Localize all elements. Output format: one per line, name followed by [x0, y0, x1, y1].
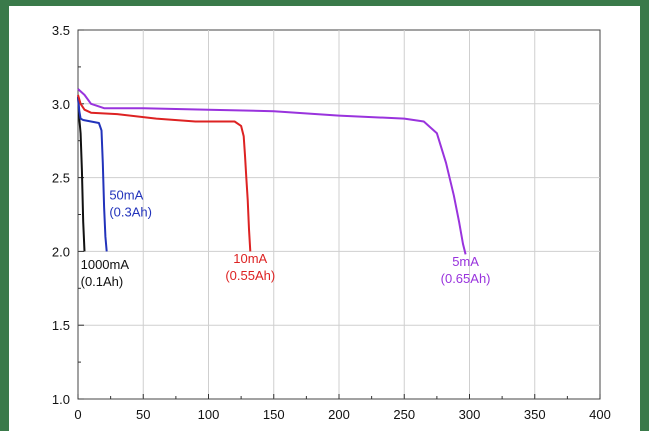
y-tick-label: 2.5 — [52, 171, 70, 186]
series-line-5ma — [77, 88, 467, 255]
series-label-10ma: (0.55Ah) — [225, 268, 275, 283]
series-label-1000ma: (0.1Ah) — [81, 274, 124, 289]
x-tick-label: 100 — [198, 407, 220, 422]
x-tick-label: 300 — [459, 407, 481, 422]
axes: 0 50 100 150 200 250 300 350 400 1.0 1.5 2.0 2.5 3.0 3… — [52, 23, 611, 422]
series-label-5ma: 5mA — [452, 254, 479, 269]
y-tick-label: 3.0 — [52, 97, 70, 112]
x-tick-label: 250 — [393, 407, 415, 422]
series-line-10ma — [77, 94, 252, 252]
y-tick-label: 1.0 — [52, 392, 70, 407]
grid — [78, 30, 600, 399]
series-label-5ma: (0.65Ah) — [441, 271, 491, 286]
x-tick-label: 350 — [524, 407, 546, 422]
series-label-1000ma: 1000mA — [81, 257, 130, 272]
x-tick-label: 200 — [328, 407, 350, 422]
y-tick-label: 1.5 — [52, 318, 70, 333]
series-label-50ma: 50mA — [109, 188, 143, 203]
series-label-50ma: (0.3Ah) — [109, 205, 152, 220]
series-group — [77, 88, 467, 255]
x-tick-label: 400 — [589, 407, 611, 422]
y-tick-label: 2.0 — [52, 244, 70, 259]
x-tick-label: 150 — [263, 407, 285, 422]
series-labels: 1000mA (0.1Ah) 50mA (0.3Ah) 10mA (0.55Ah) 5mA (… — [81, 188, 491, 289]
series-label-10ma: 10mA — [233, 251, 267, 266]
x-tick-label: 0 — [74, 407, 81, 422]
series-line-50ma — [77, 96, 108, 252]
y-tick-label: 3.5 — [52, 23, 70, 38]
x-tick-label: 50 — [136, 407, 150, 422]
